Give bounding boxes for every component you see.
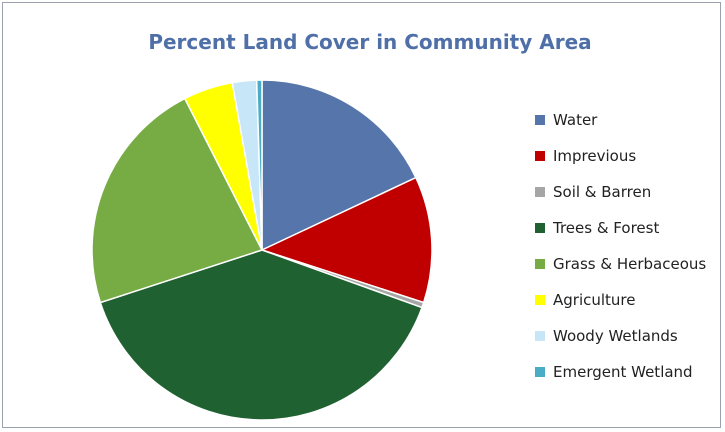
legend-item: Grass & Herbaceous bbox=[535, 246, 706, 282]
chart-legend: Water Imprevious Soil & Barren Trees & Fore… bbox=[535, 102, 706, 390]
legend-swatch bbox=[535, 223, 545, 233]
legend-label: Water bbox=[553, 111, 598, 129]
chart-title: Percent Land Cover in Community Area bbox=[148, 30, 592, 54]
legend-label: Imprevious bbox=[553, 147, 637, 165]
pie-slice-imprevious bbox=[259, 176, 433, 304]
pie-slice-water bbox=[261, 79, 417, 252]
legend-swatch bbox=[535, 259, 545, 269]
legend-item: Emergent Wetland bbox=[535, 354, 706, 390]
legend-label: Agriculture bbox=[553, 291, 636, 309]
legend-item: Trees & Forest bbox=[535, 210, 706, 246]
legend-item: Water bbox=[535, 102, 706, 138]
legend-swatch bbox=[535, 295, 545, 305]
pie-slice-grass-herbaceous bbox=[91, 97, 264, 304]
legend-item: Soil & Barren bbox=[535, 174, 706, 210]
legend-swatch bbox=[535, 115, 545, 125]
legend-label: Soil & Barren bbox=[553, 183, 652, 201]
legend-swatch bbox=[535, 151, 545, 161]
legend-swatch bbox=[535, 187, 545, 197]
legend-label: Trees & Forest bbox=[553, 219, 660, 237]
legend-item: Agriculture bbox=[535, 282, 706, 318]
legend-swatch bbox=[535, 367, 545, 377]
pie-slice-emergent-wetland bbox=[255, 79, 263, 251]
legend-label: Grass & Herbaceous bbox=[553, 255, 707, 273]
legend-item: Woody Wetlands bbox=[535, 318, 706, 354]
pie-slice-trees-forest bbox=[99, 249, 423, 421]
legend-item: Imprevious bbox=[535, 138, 706, 174]
legend-label: Woody Wetlands bbox=[553, 327, 678, 345]
legend-swatch bbox=[535, 331, 545, 341]
legend-label: Emergent Wetland bbox=[553, 363, 693, 381]
